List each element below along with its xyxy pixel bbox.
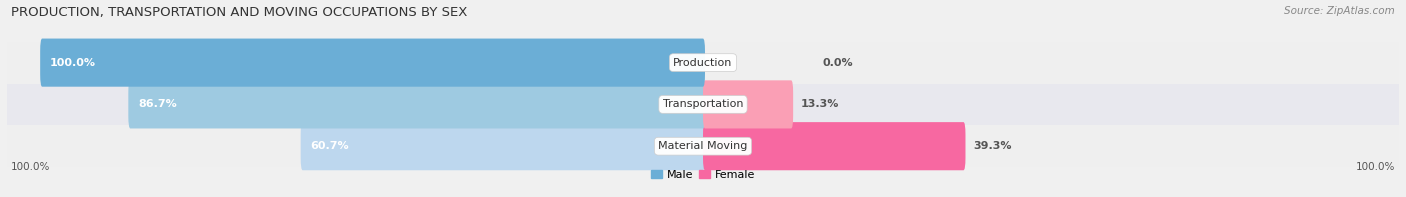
- Bar: [7, 84, 1399, 125]
- FancyBboxPatch shape: [703, 80, 793, 128]
- Text: PRODUCTION, TRANSPORTATION AND MOVING OCCUPATIONS BY SEX: PRODUCTION, TRANSPORTATION AND MOVING OC…: [11, 6, 468, 19]
- Text: Material Moving: Material Moving: [658, 141, 748, 151]
- Text: Source: ZipAtlas.com: Source: ZipAtlas.com: [1284, 6, 1395, 16]
- Text: 100.0%: 100.0%: [1357, 162, 1396, 172]
- FancyBboxPatch shape: [703, 122, 966, 170]
- Text: 100.0%: 100.0%: [10, 162, 49, 172]
- Text: 100.0%: 100.0%: [51, 58, 96, 68]
- Text: 86.7%: 86.7%: [138, 99, 177, 109]
- Bar: [7, 42, 1399, 84]
- FancyBboxPatch shape: [301, 122, 704, 170]
- Text: 0.0%: 0.0%: [823, 58, 853, 68]
- FancyBboxPatch shape: [41, 39, 704, 87]
- Text: 39.3%: 39.3%: [973, 141, 1012, 151]
- Text: Production: Production: [673, 58, 733, 68]
- Text: 13.3%: 13.3%: [801, 99, 839, 109]
- Bar: [7, 125, 1399, 167]
- Legend: Male, Female: Male, Female: [647, 165, 759, 184]
- Text: Transportation: Transportation: [662, 99, 744, 109]
- FancyBboxPatch shape: [128, 80, 704, 128]
- Text: 60.7%: 60.7%: [311, 141, 349, 151]
